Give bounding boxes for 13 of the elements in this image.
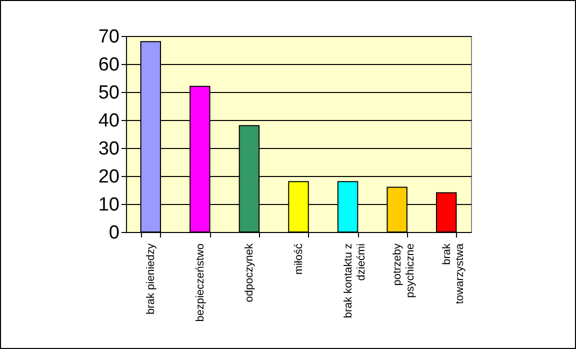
y-tick-label: 0 <box>108 222 120 244</box>
y-tick-label: 50 <box>98 82 120 104</box>
y-tick-label: 60 <box>98 54 120 76</box>
x-tick-label: brak kontaktu z dziećmi <box>342 244 368 318</box>
y-tick-label: 30 <box>98 138 120 160</box>
x-tick-label: bezpieczeństwo <box>194 244 206 322</box>
y-tick-label: 40 <box>98 110 120 132</box>
y-tick-label: 20 <box>98 166 120 188</box>
x-tick-label: odpoczynek <box>244 243 256 302</box>
x-tick-label: miłość <box>293 243 305 275</box>
x-tick-label: brak pieniedzy <box>145 243 158 314</box>
y-tick-label: 70 <box>98 26 120 48</box>
y-tick-label: 10 <box>98 194 120 216</box>
